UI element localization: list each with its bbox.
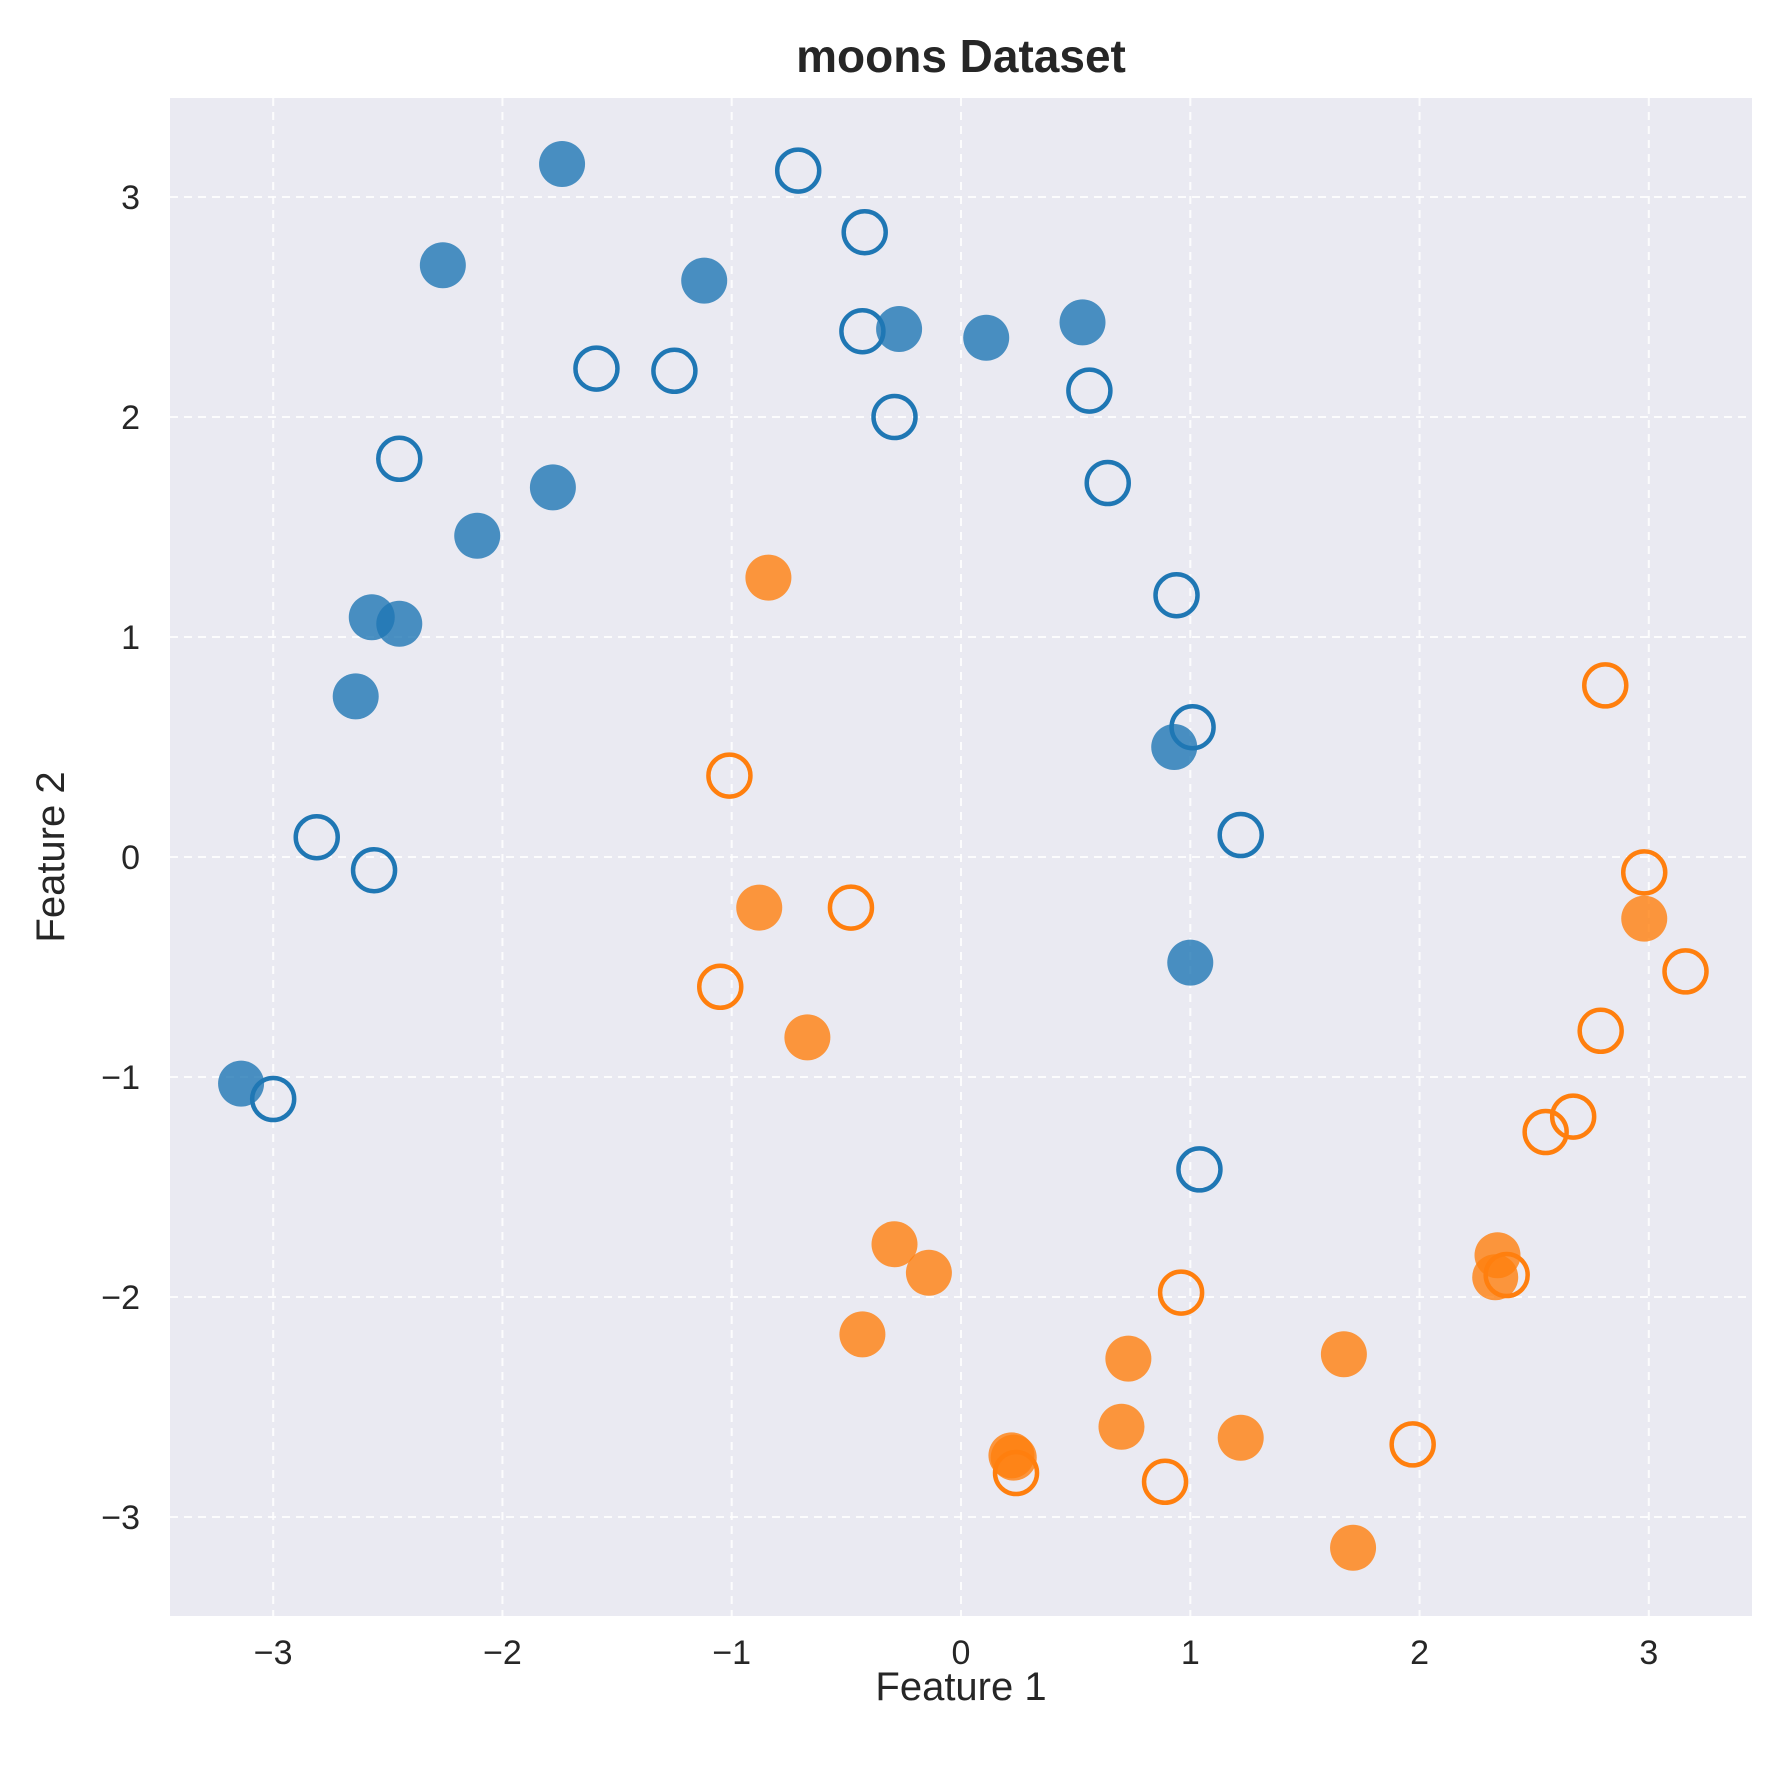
y-tick-label: 1: [121, 619, 140, 657]
data-point-hollow: [1549, 1093, 1597, 1140]
data-point-hollow: [774, 147, 822, 194]
data-point-filled: [419, 242, 466, 289]
data-point-hollow: [651, 347, 698, 395]
data-point-filled: [681, 257, 728, 304]
x-tick-label: 3: [1639, 1634, 1658, 1672]
x-tick-label: 2: [1410, 1634, 1429, 1672]
data-point-filled: [332, 673, 379, 720]
data-point-filled: [539, 141, 586, 187]
data-point-filled: [784, 1014, 831, 1061]
data-point-hollow: [992, 1449, 1040, 1497]
data-point-hollow: [827, 884, 875, 931]
data-point-hollow: [1577, 1007, 1624, 1055]
data-point-hollow: [1620, 849, 1668, 896]
y-tick-label: −2: [101, 1279, 140, 1317]
data-points: [218, 141, 1709, 1571]
x-tick-label: 0: [952, 1634, 971, 1672]
data-point-hollow: [1169, 703, 1216, 751]
chart-title: moons Dataset: [796, 30, 1126, 82]
data-point-filled: [1217, 1414, 1264, 1461]
y-tick-label: −3: [101, 1499, 140, 1537]
x-tick-labels: −3 −2 −1 0 1 2 3: [254, 1634, 1658, 1672]
data-point-hollow: [1084, 459, 1131, 507]
data-point-hollow: [1662, 948, 1709, 995]
data-point-filled: [1167, 939, 1214, 986]
y-tick-label: 3: [121, 179, 140, 217]
x-axis-label: Feature 1: [875, 1665, 1046, 1709]
y-tick-labels: −3 −2 −1 0 1 2 3: [101, 179, 140, 1537]
data-point-filled: [1059, 299, 1106, 346]
data-point-filled: [736, 884, 783, 931]
data-point-filled: [1098, 1403, 1145, 1450]
data-point-filled: [454, 512, 501, 559]
data-point-hollow: [697, 963, 744, 1011]
x-tick-label: −1: [712, 1634, 751, 1672]
data-point-hollow: [376, 435, 423, 483]
y-tick-label: −1: [101, 1059, 140, 1097]
data-point-filled: [876, 306, 923, 352]
data-point-hollow: [249, 1075, 297, 1123]
data-point-hollow: [1522, 1108, 1569, 1156]
y-axis-label: Feature 2: [29, 771, 73, 942]
data-point-filled: [376, 600, 423, 647]
data-point-filled: [871, 1221, 918, 1268]
data-point-filled: [745, 554, 792, 601]
data-point-filled: [529, 464, 576, 511]
data-point-hollow: [293, 813, 340, 861]
data-point-hollow: [1141, 1458, 1189, 1506]
data-point-filled: [963, 314, 1010, 361]
data-point-filled: [990, 1434, 1037, 1481]
data-point-filled: [839, 1311, 886, 1358]
data-point-hollow: [1582, 662, 1629, 709]
data-point-filled: [1621, 895, 1668, 942]
data-point-hollow: [1389, 1421, 1436, 1468]
data-point-hollow: [1157, 1269, 1205, 1316]
data-point-hollow: [839, 307, 886, 355]
data-point-hollow: [706, 752, 753, 799]
x-tick-label: 1: [1181, 1634, 1200, 1672]
data-point-hollow: [1153, 571, 1200, 619]
data-point-filled: [905, 1249, 952, 1296]
data-point-hollow: [1176, 1146, 1223, 1193]
data-point-hollow: [1066, 367, 1113, 414]
data-point-hollow: [841, 208, 888, 256]
data-point-hollow: [871, 393, 918, 441]
data-point-filled: [1330, 1524, 1377, 1571]
data-point-filled: [1105, 1335, 1152, 1382]
data-point-hollow: [350, 846, 398, 894]
data-point-hollow: [1483, 1251, 1530, 1299]
data-point-filled: [1320, 1331, 1367, 1378]
data-point-hollow: [573, 345, 620, 392]
data-point-hollow: [1217, 811, 1264, 859]
x-tick-label: −3: [254, 1634, 293, 1672]
data-point-filled: [1472, 1254, 1519, 1301]
y-tick-label: 2: [121, 399, 140, 437]
data-point-filled: [1151, 724, 1198, 770]
x-tick-label: −2: [483, 1634, 522, 1672]
y-tick-label: 0: [121, 839, 140, 877]
